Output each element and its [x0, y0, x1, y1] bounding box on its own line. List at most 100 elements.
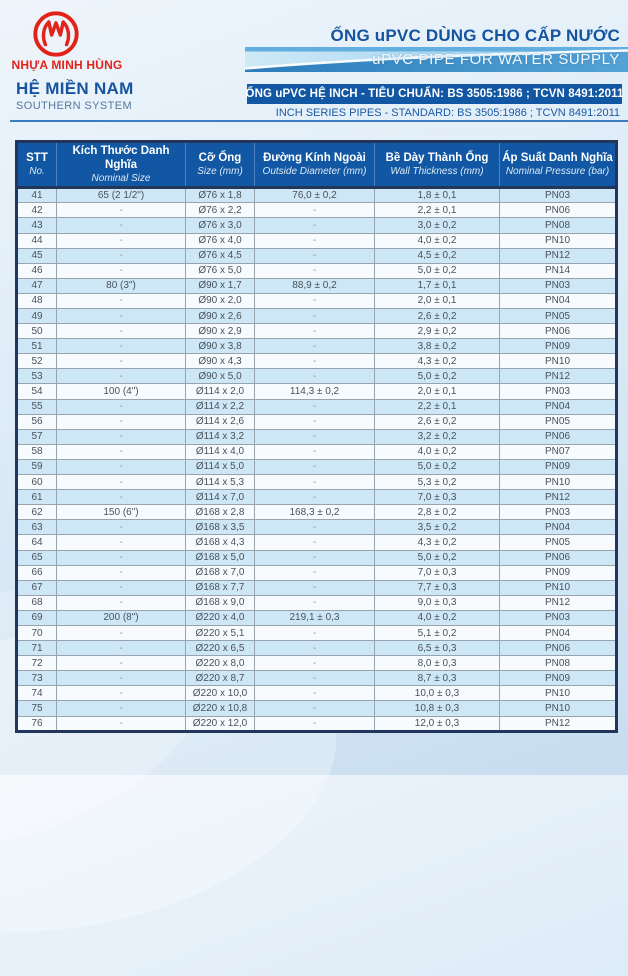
- company-logo-icon: [33, 11, 79, 57]
- wall-thickness: 4,0 ± 0,2: [374, 443, 500, 460]
- nominal-size: -: [56, 579, 186, 596]
- row-number: 64: [16, 534, 57, 551]
- nominal-pressure: PN12: [499, 368, 617, 385]
- pipe-size: Ø220 x 10,8: [185, 700, 255, 717]
- wall-thickness: 2,6 ± 0,2: [374, 413, 500, 430]
- nominal-size: -: [56, 474, 186, 491]
- wall-thickness: 8,0 ± 0,3: [374, 655, 500, 672]
- nominal-pressure: PN04: [499, 292, 617, 310]
- outside-diameter: -: [254, 700, 375, 717]
- row-number: 44: [16, 232, 57, 249]
- wall-thickness: 5,0 ± 0,2: [374, 368, 500, 385]
- column-title-vi: Cỡ Ống: [198, 152, 242, 165]
- wall-thickness: 4,0 ± 0,2: [374, 232, 500, 249]
- pipe-size: Ø168 x 2,8: [185, 504, 255, 521]
- nominal-pressure: PN03: [499, 504, 617, 521]
- column-title-en: Outside Diameter (mm): [262, 165, 367, 177]
- nominal-size: -: [56, 594, 186, 611]
- row-number: 42: [16, 202, 57, 219]
- outside-diameter: -: [254, 323, 375, 340]
- nominal-size: -: [56, 655, 186, 672]
- outside-diameter: -: [254, 458, 375, 476]
- pipe-size: Ø114 x 4,0: [185, 443, 255, 460]
- outside-diameter: -: [254, 368, 375, 385]
- standard-vi: ỐNG uPVC HỆ INCH - TIÊU CHUẨN: BS 3505:1…: [246, 84, 623, 104]
- nominal-pressure: PN03: [499, 383, 617, 400]
- column-title-vi: STT: [26, 152, 48, 165]
- nominal-pressure: PN12: [499, 247, 617, 264]
- nominal-size: -: [56, 458, 186, 476]
- nominal-size: -: [56, 670, 186, 687]
- column-header-pipe-size: Cỡ Ống Size (mm): [185, 140, 255, 190]
- row-number: 43: [16, 217, 57, 234]
- row-number: 59: [16, 458, 57, 476]
- outside-diameter: -: [254, 489, 375, 506]
- pipe-size: Ø90 x 1,7: [185, 277, 255, 294]
- wall-thickness: 4,3 ± 0,2: [374, 534, 500, 551]
- pipe-size: Ø168 x 9,0: [185, 594, 255, 611]
- column-title-vi: Đường Kính Ngoài: [263, 152, 366, 165]
- row-number: 69: [16, 609, 57, 626]
- system-subtitle: SOUTHERN SYSTEM: [16, 100, 133, 112]
- pipe-spec-table: STT No. Kích Thước Danh Nghĩa Nominal Size C…: [15, 140, 618, 733]
- pipe-size: Ø90 x 2,0: [185, 292, 255, 310]
- table-row: 76- Ø220 x 12,0-12,0 ± 0,3 PN12: [16, 715, 617, 732]
- pipe-size: Ø168 x 5,0: [185, 549, 255, 566]
- nominal-size: -: [56, 428, 186, 445]
- outside-diameter: -: [254, 655, 375, 672]
- outside-diameter: -: [254, 443, 375, 460]
- nominal-size: -: [56, 307, 186, 325]
- table-row: 45- Ø76 x 4,5-4,5 ± 0,2 PN12: [16, 247, 617, 264]
- wall-thickness: 1,7 ± 0,1: [374, 277, 500, 294]
- row-number: 65: [16, 549, 57, 566]
- nominal-size: -: [56, 489, 186, 506]
- column-header-wall-thickness: Bề Dày Thành Ống Wall Thickness (mm): [374, 140, 500, 190]
- pipe-size: Ø220 x 12,0: [185, 715, 255, 732]
- nominal-pressure: PN08: [499, 655, 617, 672]
- row-number: 41: [16, 187, 57, 204]
- pipe-size: Ø114 x 2,2: [185, 398, 255, 415]
- nominal-size: -: [56, 519, 186, 536]
- table-row: 59- Ø114 x 5,0-5,0 ± 0,2 PN09: [16, 458, 617, 476]
- outside-diameter: -: [254, 202, 375, 219]
- column-title-en: Nominal Pressure (bar): [505, 165, 610, 177]
- wall-thickness: 6,5 ± 0,3: [374, 640, 500, 657]
- nominal-pressure: PN08: [499, 217, 617, 234]
- outside-diameter: -: [254, 232, 375, 249]
- table-row: 57- Ø114 x 3,2-3,2 ± 0,2 PN06: [16, 428, 617, 445]
- wall-thickness: 3,5 ± 0,2: [374, 519, 500, 536]
- header-divider: [10, 120, 628, 122]
- table-row: 46- Ø76 x 5,0-5,0 ± 0,2 PN14: [16, 262, 617, 279]
- nominal-size: -: [56, 368, 186, 385]
- pipe-size: Ø76 x 1,8: [185, 187, 255, 204]
- row-number: 57: [16, 428, 57, 445]
- wall-thickness: 4,5 ± 0,2: [374, 247, 500, 264]
- wall-thickness: 3,0 ± 0,2: [374, 217, 500, 234]
- pipe-size: Ø76 x 4,5: [185, 247, 255, 264]
- outside-diameter: -: [254, 474, 375, 491]
- banner-wave-graphic: [245, 47, 628, 72]
- nominal-size: -: [56, 564, 186, 581]
- row-number: 58: [16, 443, 57, 460]
- outside-diameter: -: [254, 594, 375, 611]
- row-number: 47: [16, 277, 57, 294]
- nominal-size: -: [56, 292, 186, 310]
- wall-thickness: 2,0 ± 0,1: [374, 383, 500, 400]
- wall-thickness: 7,0 ± 0,3: [374, 564, 500, 581]
- outside-diameter: -: [254, 685, 375, 702]
- nominal-size: 80 (3"): [56, 277, 186, 294]
- row-number: 55: [16, 398, 57, 415]
- nominal-pressure: PN14: [499, 262, 617, 279]
- nominal-pressure: PN09: [499, 564, 617, 581]
- outside-diameter: -: [254, 413, 375, 430]
- row-number: 61: [16, 489, 57, 506]
- column-header-row-number: STT No.: [16, 140, 57, 190]
- wall-thickness: 2,6 ± 0,2: [374, 307, 500, 325]
- row-number: 75: [16, 700, 57, 717]
- product-subtitle: uPVC PIPE FOR WATER SUPPLY: [372, 51, 620, 68]
- pipe-size: Ø220 x 8,0: [185, 655, 255, 672]
- table-row: 50- Ø90 x 2,9-2,9 ± 0,2 PN06: [16, 323, 617, 340]
- column-header-nominal-pressure: Áp Suất Danh Nghĩa Nominal Pressure (bar): [499, 140, 617, 190]
- pipe-size: Ø114 x 2,0: [185, 383, 255, 400]
- wall-thickness: 5,1 ± 0,2: [374, 624, 500, 642]
